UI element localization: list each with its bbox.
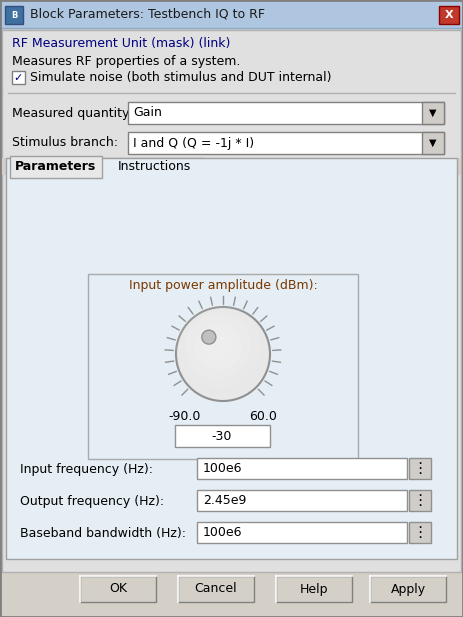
Bar [10, 156, 102, 178]
Text: Simulate noise (both stimulus and DUT internal): Simulate noise (both stimulus and DUT in… [30, 72, 332, 85]
Bar [104, 158, 204, 176]
Circle shape [204, 332, 232, 360]
Text: 100e6: 100e6 [203, 526, 243, 539]
Bar [409, 490, 431, 511]
Circle shape [202, 330, 216, 344]
Bar [12, 71, 25, 84]
Text: Instructions: Instructions [118, 160, 191, 173]
Circle shape [194, 323, 242, 370]
Text: ⋮: ⋮ [413, 494, 428, 508]
Bar [128, 132, 444, 154]
Text: OK: OK [109, 582, 127, 595]
Bar [6, 158, 457, 559]
Bar [2, 30, 461, 572]
Bar [0, 0, 463, 28]
Bar [175, 425, 270, 447]
Text: -90.0: -90.0 [169, 410, 201, 423]
Text: Help: Help [300, 582, 328, 595]
Bar [88, 274, 358, 459]
Circle shape [185, 313, 251, 379]
Text: ⋮: ⋮ [413, 462, 428, 476]
Text: Output frequency (Hz):: Output frequency (Hz): [20, 494, 164, 508]
Bar [409, 522, 431, 543]
Bar [2, 158, 461, 175]
Text: Stimulus branch:: Stimulus branch: [12, 136, 118, 149]
Text: 2.45e9: 2.45e9 [203, 494, 246, 508]
Bar [178, 576, 254, 602]
Bar [197, 490, 407, 511]
Bar [80, 576, 156, 602]
Text: ▼: ▼ [429, 138, 437, 148]
Bar [422, 132, 444, 154]
Text: Measures RF properties of a system.: Measures RF properties of a system. [12, 54, 240, 67]
Text: Apply: Apply [390, 582, 425, 595]
Text: -30: -30 [212, 429, 232, 442]
Text: ✓: ✓ [13, 73, 23, 83]
Text: X: X [444, 10, 453, 20]
Text: Measured quantity:: Measured quantity: [12, 107, 133, 120]
Bar [197, 522, 407, 543]
Text: B: B [11, 10, 17, 20]
Circle shape [176, 307, 270, 401]
Bar [409, 458, 431, 479]
Text: Block Parameters: Testbench IQ to RF: Block Parameters: Testbench IQ to RF [30, 7, 265, 20]
Text: Cancel: Cancel [194, 582, 238, 595]
Text: Input power amplitude (dBm):: Input power amplitude (dBm): [129, 280, 317, 292]
Bar [276, 576, 352, 602]
Bar [439, 6, 459, 24]
Bar [370, 576, 446, 602]
Text: Parameters: Parameters [15, 160, 97, 173]
Bar [5, 6, 23, 24]
Text: ▼: ▼ [429, 108, 437, 118]
Text: Baseband bandwidth (Hz):: Baseband bandwidth (Hz): [20, 526, 186, 539]
Circle shape [175, 304, 260, 388]
Text: Input frequency (Hz):: Input frequency (Hz): [20, 463, 153, 476]
Text: Gain: Gain [133, 107, 162, 120]
Bar [128, 102, 444, 124]
Bar [197, 458, 407, 479]
Text: 60.0: 60.0 [249, 410, 277, 423]
Text: 100e6: 100e6 [203, 463, 243, 476]
Text: I and Q (Q = -1j * I): I and Q (Q = -1j * I) [133, 136, 254, 149]
Text: ⋮: ⋮ [413, 526, 428, 540]
Bar [422, 102, 444, 124]
Text: RF Measurement Unit (mask) (link): RF Measurement Unit (mask) (link) [12, 38, 231, 51]
